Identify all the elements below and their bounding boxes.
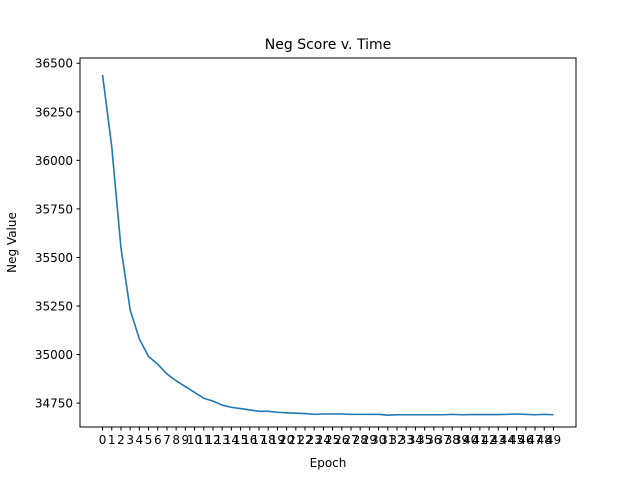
x-tick-label-19: 19 bbox=[270, 433, 285, 447]
x-tick-label-27: 27 bbox=[343, 433, 358, 447]
x-tick-label-22: 22 bbox=[297, 433, 312, 447]
x-tick-label-46: 46 bbox=[518, 433, 533, 447]
x-tick-label-9: 9 bbox=[182, 433, 190, 447]
x-tick-label-17: 17 bbox=[251, 433, 266, 447]
x-tick-label-40: 40 bbox=[463, 433, 478, 447]
x-tick-label-48: 48 bbox=[537, 433, 552, 447]
y-tick-label-0: 34750 bbox=[35, 397, 73, 411]
x-tick-label-1: 1 bbox=[108, 433, 116, 447]
x-tick-label-26: 26 bbox=[334, 433, 349, 447]
x-tick-label-7: 7 bbox=[163, 433, 171, 447]
y-tick-label-7: 36500 bbox=[35, 57, 73, 71]
x-tick-label-23: 23 bbox=[307, 433, 322, 447]
x-tick-label-15: 15 bbox=[233, 433, 248, 447]
x-tick-label-36: 36 bbox=[426, 433, 441, 447]
x-tick-label-4: 4 bbox=[136, 433, 144, 447]
x-tick-label-37: 37 bbox=[435, 433, 450, 447]
x-tick-label-6: 6 bbox=[154, 433, 162, 447]
x-tick-label-39: 39 bbox=[454, 433, 469, 447]
x-tick-label-29: 29 bbox=[362, 433, 377, 447]
x-tick-label-45: 45 bbox=[509, 433, 524, 447]
x-tick-label-18: 18 bbox=[261, 433, 276, 447]
x-tick-label-44: 44 bbox=[500, 433, 515, 447]
x-tick-label-38: 38 bbox=[445, 433, 460, 447]
x-tick-label-34: 34 bbox=[408, 433, 423, 447]
x-tick-label-42: 42 bbox=[481, 433, 496, 447]
x-tick-label-49: 49 bbox=[546, 433, 561, 447]
x-tick-label-10: 10 bbox=[187, 433, 202, 447]
y-tick-label-1: 35000 bbox=[35, 348, 73, 362]
chart-title: Neg Score v. Time bbox=[265, 37, 391, 53]
axes-frame bbox=[79, 57, 577, 428]
y-tick-label-5: 36000 bbox=[35, 154, 73, 168]
x-tick-label-24: 24 bbox=[316, 433, 331, 447]
y-tick-label-3: 35500 bbox=[35, 251, 73, 265]
x-tick-label-20: 20 bbox=[279, 433, 294, 447]
x-tick-label-16: 16 bbox=[242, 433, 257, 447]
x-tick-label-28: 28 bbox=[353, 433, 368, 447]
x-tick-label-35: 35 bbox=[417, 433, 432, 447]
x-tick-label-33: 33 bbox=[399, 433, 414, 447]
x-tick-label-31: 31 bbox=[380, 433, 395, 447]
x-tick-label-25: 25 bbox=[325, 433, 340, 447]
x-tick-label-41: 41 bbox=[472, 433, 487, 447]
x-tick-label-47: 47 bbox=[527, 433, 542, 447]
x-tick-label-43: 43 bbox=[491, 433, 506, 447]
x-tick-label-32: 32 bbox=[389, 433, 404, 447]
x-tick-label-0: 0 bbox=[99, 433, 107, 447]
y-tick-label-2: 35250 bbox=[35, 300, 73, 314]
x-axis-label: Epoch bbox=[310, 456, 347, 470]
series-line-0 bbox=[101, 74, 554, 416]
y-tick-label-6: 36250 bbox=[35, 105, 73, 119]
x-tick-label-11: 11 bbox=[196, 433, 211, 447]
y-axis-label: Neg Value bbox=[5, 212, 19, 273]
x-tick-label-13: 13 bbox=[215, 433, 230, 447]
plot-area: 3475035000352503550035750360003625036500… bbox=[35, 57, 561, 447]
x-tick-label-21: 21 bbox=[288, 433, 303, 447]
x-tick-label-8: 8 bbox=[172, 433, 180, 447]
x-tick-label-5: 5 bbox=[145, 433, 153, 447]
x-tick-label-14: 14 bbox=[224, 433, 239, 447]
x-tick-label-3: 3 bbox=[126, 433, 134, 447]
x-tick-label-30: 30 bbox=[371, 433, 386, 447]
x-tick-label-12: 12 bbox=[205, 433, 220, 447]
x-tick-label-2: 2 bbox=[117, 433, 125, 447]
y-tick-label-4: 35750 bbox=[35, 202, 73, 216]
